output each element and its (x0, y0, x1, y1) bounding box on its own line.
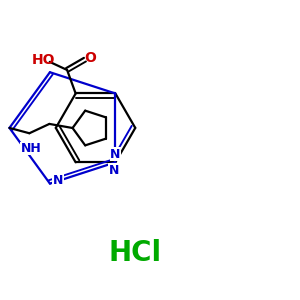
Text: N: N (110, 148, 121, 160)
Text: HO: HO (32, 53, 55, 68)
Text: N: N (53, 174, 63, 187)
Text: HCl: HCl (109, 239, 162, 267)
Text: N: N (109, 164, 119, 177)
Text: NH: NH (20, 142, 41, 155)
Text: O: O (84, 51, 96, 65)
